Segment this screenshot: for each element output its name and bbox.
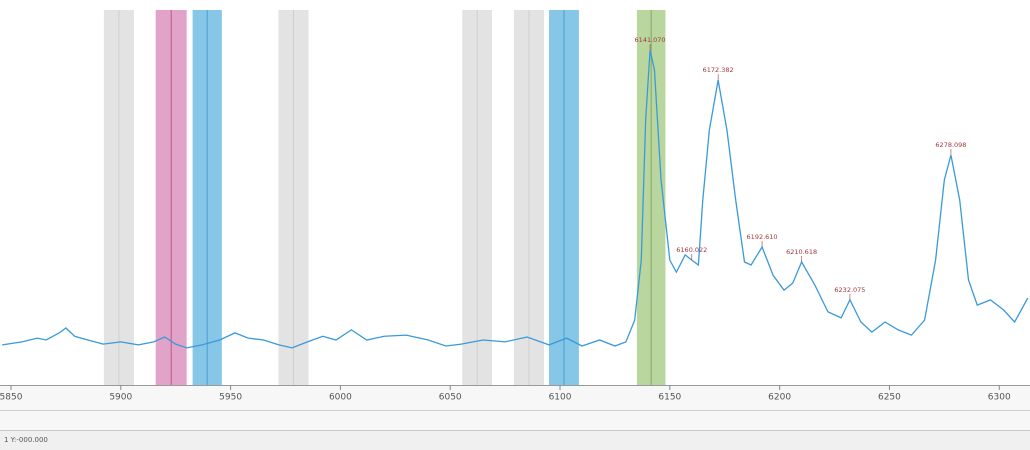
x-tick-label: 5850 <box>0 393 23 403</box>
bands <box>103 10 666 385</box>
peak-label: 6210.618 <box>786 248 817 256</box>
status-text: 1 Y:-000.000 <box>4 436 48 444</box>
axis-panel <box>0 385 1030 430</box>
x-tick-label: 5900 <box>109 393 132 403</box>
peak-label: 6160.022 <box>676 246 707 254</box>
x-tick-label: 6250 <box>878 393 901 403</box>
plot: 6141.070 6160.022 6172.382 6192.610 6210.618… <box>2 36 1029 349</box>
peak-label: 6141.070 <box>635 36 666 44</box>
x-tick-label: 6050 <box>439 393 462 403</box>
peak-label: 6278.098 <box>935 141 966 149</box>
peak-label: 6192.610 <box>747 233 778 241</box>
peak-label: 6232.075 <box>834 286 865 294</box>
peak-label: 6172.382 <box>703 66 734 74</box>
x-tick-label: 6100 <box>549 393 572 403</box>
x-tick-label: 6200 <box>768 393 791 403</box>
x-tick-label: 5950 <box>219 393 242 403</box>
x-tick-label: 6000 <box>329 393 352 403</box>
spectrum-line <box>2 49 1029 349</box>
status-bar <box>0 430 1030 450</box>
x-tick-label: 6300 <box>988 393 1011 403</box>
x-tick-label: 6150 <box>658 393 681 403</box>
x-axis: 5850 5900 5950 6000 6050 6100 6150 6200 6250 6300 <box>0 385 1011 403</box>
